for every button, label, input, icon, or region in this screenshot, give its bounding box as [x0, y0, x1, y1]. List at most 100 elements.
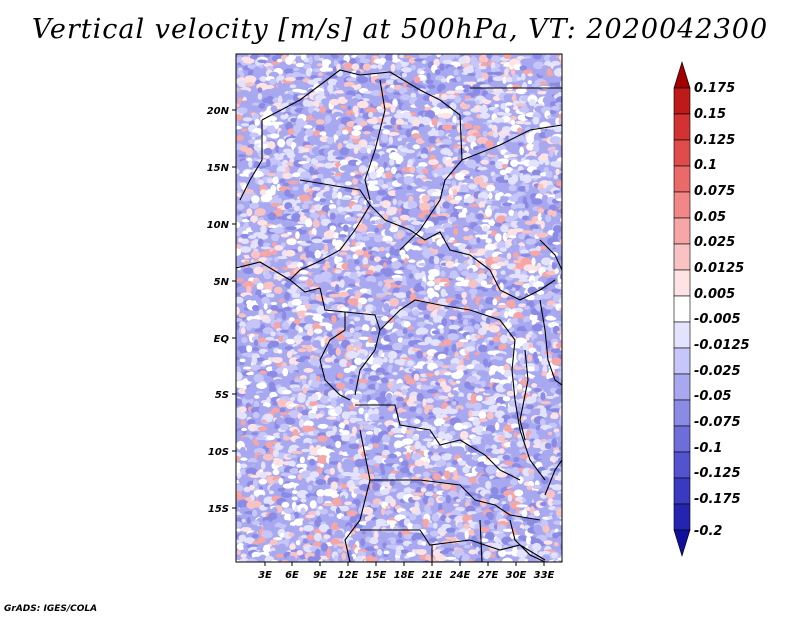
field-cell: [267, 479, 276, 485]
field-cell: [362, 63, 372, 71]
field-cell: [236, 484, 244, 493]
field-cell: [472, 402, 482, 411]
field-cell: [413, 365, 422, 369]
field-cell: [499, 247, 507, 252]
field-cell: [433, 402, 438, 409]
field-cell: [528, 98, 536, 107]
field-cell: [535, 245, 542, 251]
field-cell: [421, 168, 430, 174]
field-cell: [284, 525, 297, 534]
field-cell: [371, 478, 383, 483]
field-cell: [373, 545, 379, 549]
field-cell: [300, 507, 306, 515]
field-cell: [261, 531, 273, 539]
field-cell: [262, 250, 272, 256]
field-cell: [257, 494, 266, 503]
field-cell: [289, 409, 300, 419]
field-cell: [291, 298, 302, 306]
field-cell: [510, 119, 516, 126]
field-cell: [391, 216, 399, 222]
field-cell: [558, 446, 562, 451]
field-cell: [447, 133, 460, 138]
field-cell: [302, 387, 308, 394]
field-cell: [468, 549, 477, 555]
field-cell: [270, 105, 278, 113]
field-cell: [374, 219, 385, 226]
field-cell: [273, 256, 279, 262]
field-cell: [479, 84, 491, 88]
field-cell: [282, 182, 290, 187]
field-cell: [454, 136, 462, 141]
field-cell: [394, 440, 404, 448]
field-cell: [426, 55, 436, 61]
field-cell: [378, 386, 387, 391]
field-cell: [383, 444, 389, 452]
field-cell: [529, 506, 535, 515]
field-cell: [541, 194, 549, 204]
field-cell: [457, 312, 463, 321]
lat-label-10s: 10S: [208, 447, 229, 458]
field-cell: [539, 81, 548, 86]
field-cell: [463, 88, 470, 93]
field-cell: [447, 239, 455, 243]
field-cell: [467, 258, 473, 266]
field-cell: [267, 426, 276, 432]
field-cell: [414, 177, 423, 186]
field-cell: [236, 496, 247, 500]
field-cell: [558, 359, 562, 363]
field-cell: [287, 264, 298, 269]
field-cell: [381, 507, 386, 516]
field-cell: [506, 390, 514, 397]
field-cell: [530, 311, 542, 316]
field-cell: [319, 463, 324, 468]
field-cell: [548, 148, 554, 158]
field-cell: [299, 432, 305, 437]
field-cell: [270, 61, 281, 66]
field-cell: [400, 195, 410, 202]
field-cell: [312, 68, 322, 73]
field-cell: [505, 102, 513, 106]
field-cell: [464, 100, 476, 105]
field-cell: [281, 219, 293, 228]
field-cell: [427, 273, 435, 281]
field-cell: [306, 466, 312, 472]
field-cell: [559, 103, 562, 107]
field-cell: [408, 513, 417, 521]
field-cell: [306, 157, 311, 163]
field-cell: [544, 442, 552, 450]
field-cell: [350, 476, 362, 480]
field-cell: [313, 532, 322, 542]
field-cell: [495, 261, 506, 267]
field-cell: [407, 412, 416, 418]
field-cell: [268, 340, 280, 348]
field-cell: [308, 88, 314, 93]
field-cell: [540, 245, 547, 250]
field-cell: [402, 328, 408, 335]
field-cell: [513, 427, 524, 431]
field-cell: [563, 351, 568, 358]
field-cell: [369, 255, 375, 262]
field-cell: [545, 460, 554, 466]
field-cell: [517, 185, 527, 192]
field-cell: [462, 111, 472, 116]
field-cell: [389, 479, 396, 487]
field-cell: [279, 412, 289, 416]
field-cell: [311, 110, 319, 119]
field-cell: [296, 550, 304, 556]
field-cell: [417, 514, 423, 519]
field-cell: [445, 516, 451, 523]
field-cell: [451, 401, 457, 406]
field-cell: [539, 501, 547, 507]
field-cell: [427, 527, 435, 532]
field-cell: [341, 552, 347, 560]
field-cell: [469, 212, 475, 220]
colorbar-segment-12: [673, 373, 691, 401]
colorbar-label-17: -0.2: [694, 524, 722, 539]
field-cell: [340, 307, 349, 312]
field-cell: [292, 490, 298, 495]
field-cell: [449, 216, 457, 222]
field-cell: [535, 152, 542, 156]
field-cell: [453, 422, 464, 431]
field-cell: [554, 283, 562, 290]
field-cell: [401, 67, 412, 73]
